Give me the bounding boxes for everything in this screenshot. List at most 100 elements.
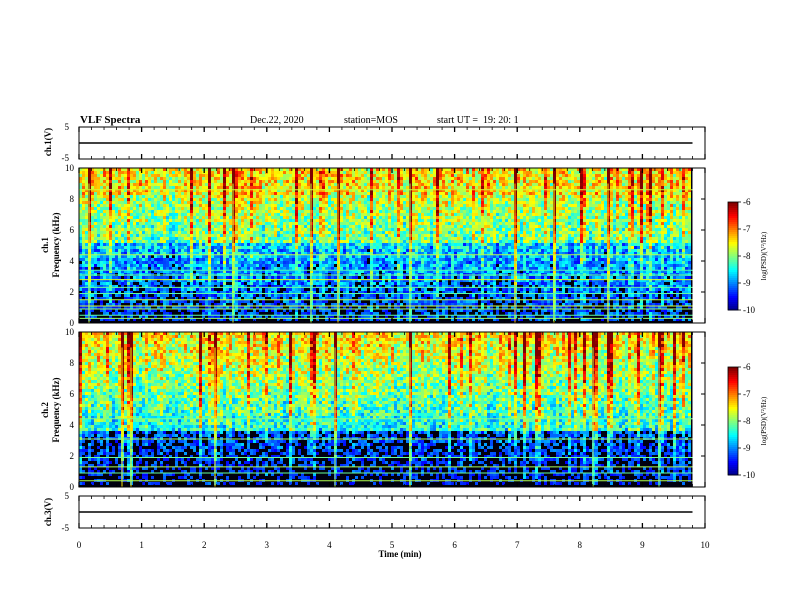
- ch1-spectrogram-cell: [304, 219, 307, 222]
- ch1-spectrogram-cell: [109, 174, 112, 177]
- ch1-spectrogram-cell: [169, 198, 172, 201]
- ch1-spectrogram-cell: [604, 237, 607, 240]
- ch1-spectrogram-cell: [637, 222, 640, 225]
- ch1-spectrogram-cell: [358, 207, 361, 210]
- ch1-spectrogram-cell: [340, 228, 343, 231]
- ch1-spectrogram-cell: [166, 216, 169, 219]
- ch1-spectrogram-cell: [145, 168, 148, 171]
- ch1-spectrogram-cell: [451, 198, 454, 201]
- ch1-spectrogram-cell: [151, 225, 154, 228]
- ch1-spectrogram-cell: [325, 228, 328, 231]
- ch1-spectrogram-cell: [547, 189, 550, 192]
- ch1-spectrogram-cell: [379, 192, 382, 195]
- ch1-spectrogram-cell: [556, 180, 559, 183]
- ch1-spectrogram-cell: [409, 177, 412, 180]
- ch1-spectrogram-cell: [301, 228, 304, 231]
- ch1-spectrogram-cell: [418, 210, 421, 213]
- ch1-spectrogram-cell: [616, 231, 619, 234]
- ch1-spec-ylabel-freq: Frequency (kHz): [51, 212, 61, 277]
- ch1-spectrogram-cell: [259, 201, 262, 204]
- ch1-spectrogram-cell: [370, 198, 373, 201]
- ch1-spectrogram-cell: [568, 180, 571, 183]
- ch1-spectrogram-cell: [178, 240, 181, 243]
- ch1-spectrogram-cell: [604, 219, 607, 222]
- ch1-spectrogram-cell: [349, 186, 352, 189]
- ch1-spectrogram-cell: [259, 207, 262, 210]
- ch1-spectrogram-cell: [583, 210, 586, 213]
- ch1-spectrogram-cell: [643, 198, 646, 201]
- ch1-spectrogram-cell: [622, 237, 625, 240]
- ch1-spectrogram-cell: [400, 171, 403, 174]
- ch1-spectrogram-cell: [538, 174, 541, 177]
- ch1-spectrogram-cell: [235, 174, 238, 177]
- ch1-spectrogram-cell: [559, 237, 562, 240]
- ch1-spectrogram-cell: [589, 195, 592, 198]
- ch1-spectrogram-cell: [196, 231, 199, 234]
- ch1-spectrogram-cell: [436, 213, 439, 216]
- ch1-spectrogram-cell: [412, 204, 415, 207]
- ch1-spectrogram-cell: [568, 189, 571, 192]
- ch1-spectrogram-cell: [187, 225, 190, 228]
- ch1-spectrogram-cell: [133, 177, 136, 180]
- ch1-spectrogram-cell: [157, 168, 160, 171]
- ch1-spectrogram-cell: [253, 204, 256, 207]
- ch1-spectrogram-cell: [622, 213, 625, 216]
- ch1-spectrogram-cell: [628, 234, 631, 237]
- ch1-spectrogram-cell: [154, 180, 157, 183]
- ch1-spectrogram-cell: [406, 192, 409, 195]
- ch1-spectrogram-cell: [415, 201, 418, 204]
- ch1-spectrogram-cell: [343, 210, 346, 213]
- ch1-spectrogram-cell: [643, 174, 646, 177]
- ch1-spectrogram-cell: [433, 210, 436, 213]
- ch1-spectrogram-cell: [421, 168, 424, 171]
- ch1-spectrogram-cell: [394, 237, 397, 240]
- ch1-spectrogram-cell: [103, 231, 106, 234]
- ch1-spectrogram-cell: [94, 168, 97, 171]
- ch1-spectrogram-cell: [685, 219, 688, 222]
- ch1-spectrogram-cell: [541, 231, 544, 234]
- ch1-spectrogram-cell: [130, 213, 133, 216]
- ch1-spectrogram-cell: [631, 213, 634, 216]
- ch1-spectrogram-cell: [568, 222, 571, 225]
- ch1-spectrogram-cell: [223, 198, 226, 201]
- ch1-spectrogram-cell: [544, 228, 547, 231]
- ch1-spectrogram-cell: [472, 171, 475, 174]
- ch1-spectrogram-cell: [394, 228, 397, 231]
- ch1-spectrogram-cell: [577, 207, 580, 210]
- ch1-spectrogram-cell: [592, 234, 595, 237]
- ch1-spectrogram-cell: [580, 186, 583, 189]
- ch1-spectrogram-cell: [562, 222, 565, 225]
- ch1-spectrogram-cell: [658, 219, 661, 222]
- ch1-spectrogram-cell: [115, 177, 118, 180]
- ch1-spectrogram-cell: [166, 192, 169, 195]
- ch1-spectrogram-cell: [262, 195, 265, 198]
- ch1-spectrogram-cell: [298, 174, 301, 177]
- ch1-spectrogram-cell: [136, 195, 139, 198]
- ch1-spectrogram-cell: [172, 168, 175, 171]
- ch1-spectrogram-cell: [175, 240, 178, 243]
- ch1-spectrogram-cell: [82, 180, 85, 183]
- ch1-spectrogram-cell: [562, 186, 565, 189]
- ch1-spectrogram-cell: [418, 177, 421, 180]
- ch1-spectrogram-cell: [292, 219, 295, 222]
- ch1-spectrogram-cell: [442, 216, 445, 219]
- ch1-spectrogram-cell: [133, 180, 136, 183]
- ch1-spectrogram-cell: [124, 213, 127, 216]
- ch1-spectrogram-cell: [559, 201, 562, 204]
- ch1-spectrogram-cell: [616, 180, 619, 183]
- ch1-spectrogram-cell: [583, 222, 586, 225]
- ch1-spectrogram-cell: [505, 174, 508, 177]
- ch1-spectrogram-cell: [556, 168, 559, 171]
- ch1-spectrogram-cell: [103, 234, 106, 237]
- ch1-spectrogram-cell: [259, 198, 262, 201]
- ch1-spectrogram-cell: [517, 201, 520, 204]
- ch1-spectrogram-cell: [256, 168, 259, 171]
- ch1-spectrogram-cell: [424, 183, 427, 186]
- ch1-spectrogram-cell: [106, 240, 109, 243]
- ch1-spectrogram-cell: [568, 237, 571, 240]
- ch1-spectrogram-cell: [565, 195, 568, 198]
- ch1-spectrogram-cell: [556, 231, 559, 234]
- ch1-spectrogram-cell: [661, 222, 664, 225]
- ch1-spectrogram-cell: [673, 213, 676, 216]
- ch1-spectrogram-cell: [451, 219, 454, 222]
